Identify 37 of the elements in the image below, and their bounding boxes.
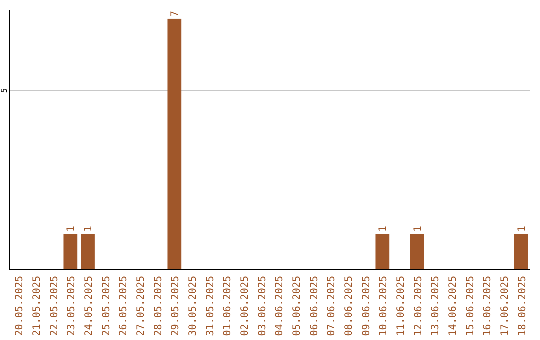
x-tick-label: 24.05.2025 <box>84 276 95 336</box>
x-tick-label: 16.06.2025 <box>482 276 494 336</box>
x-tick-label: 06.06.2025 <box>309 276 320 336</box>
x-tick-label: 01.06.2025 <box>222 276 234 336</box>
x-tick-label: 03.06.2025 <box>257 276 268 336</box>
x-tick-label: 28.05.2025 <box>153 276 164 336</box>
x-tick-label: 12.06.2025 <box>413 276 424 336</box>
y-tick-label: 5 <box>0 88 9 94</box>
x-tick-label: 02.06.2025 <box>240 276 251 336</box>
x-tick-label: 22.05.2025 <box>49 276 60 336</box>
data-label: 1 <box>516 226 528 232</box>
x-tick-label: 20.05.2025 <box>14 276 26 336</box>
data-label: 1 <box>66 226 78 232</box>
x-tick-label: 11.06.2025 <box>396 276 407 336</box>
x-tick-label: 07.06.2025 <box>326 276 338 336</box>
x-tick-label: 14.06.2025 <box>448 276 459 336</box>
x-tick-label: 13.06.2025 <box>430 276 442 336</box>
x-tick-label: 26.05.2025 <box>118 276 130 336</box>
data-label: 1 <box>84 226 94 232</box>
data-label: 1 <box>412 226 424 232</box>
x-tick-label: 10.06.2025 <box>378 276 390 336</box>
x-tick-label: 31.05.2025 <box>205 276 216 336</box>
x-tick-label: 30.05.2025 <box>188 276 199 336</box>
x-tick-label: 21.05.2025 <box>32 276 43 336</box>
x-tick-label: 17.06.2025 <box>500 276 511 336</box>
x-tick-label: 09.06.2025 <box>361 276 372 336</box>
x-tick-label: 05.06.2025 <box>292 276 303 336</box>
data-label: 7 <box>170 10 182 17</box>
x-tick-label: 15.06.2025 <box>465 276 476 336</box>
x-tick-label: 18.06.2025 <box>517 276 528 336</box>
x-tick-label: 29.05.2025 <box>170 276 182 336</box>
data-label: 1 <box>378 226 390 232</box>
x-tick-label: 04.06.2025 <box>274 276 286 336</box>
x-tick-label: 08.06.2025 <box>344 276 355 336</box>
x-tick-label: 23.05.2025 <box>66 276 78 336</box>
x-tick-label: 27.05.2025 <box>136 276 147 336</box>
x-tick-label: 25.05.2025 <box>101 276 112 336</box>
